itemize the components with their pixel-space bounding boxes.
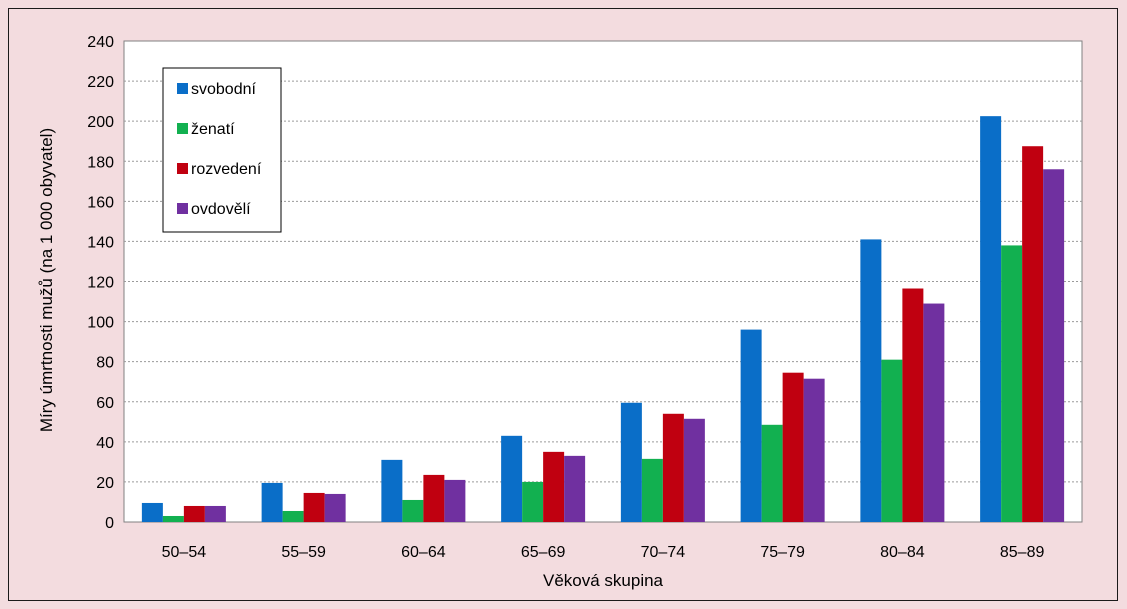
bar-rozvedení-85–89: [1022, 146, 1044, 522]
legend-swatch-ovdovělí: [177, 203, 188, 214]
x-tick-label: 60–64: [401, 544, 446, 561]
bar-rozvedení-70–74: [662, 413, 684, 522]
bar-svobodní-50–54: [141, 502, 163, 522]
bars: [141, 116, 1065, 523]
x-tick-label: 85–89: [1000, 544, 1045, 561]
y-tick-label: 120: [87, 275, 114, 292]
y-tick-label: 60: [96, 395, 114, 412]
bar-svobodní-65–69: [501, 435, 523, 522]
bar-ženatí-75–79: [761, 424, 783, 522]
y-tick-label: 100: [87, 315, 114, 332]
bar-rozvedení-60–64: [423, 474, 445, 522]
bar-ženatí-70–74: [641, 458, 663, 522]
bar-ženatí-65–69: [522, 481, 544, 522]
bar-ovdovělí-50–54: [204, 505, 226, 522]
x-tick-label: 80–84: [880, 544, 925, 561]
x-tick-label: 50–54: [162, 544, 207, 561]
bar-ovdovělí-60–64: [444, 479, 466, 522]
bar-ženatí-80–84: [881, 359, 903, 522]
bar-ovdovělí-65–69: [564, 455, 586, 522]
legend-label: svobodní: [191, 81, 256, 98]
legend: svobodní ženatí rozvedení ovdovělí: [162, 67, 282, 233]
legend-swatch-ženatí: [177, 123, 188, 134]
bar-svobodní-75–79: [740, 329, 762, 522]
x-tick-label: 65–69: [521, 544, 566, 561]
y-tick-label: 40: [96, 435, 114, 452]
x-tick-label: 75–79: [760, 544, 805, 561]
bar-rozvedení-80–84: [902, 288, 924, 522]
y-axis-title: Míry úmrtnosti mužů (na 1 000 obyvatel): [37, 128, 56, 432]
bar-ovdovělí-55–59: [324, 493, 346, 522]
y-tick-label: 200: [87, 114, 114, 131]
bar-svobodní-85–89: [980, 116, 1002, 522]
y-tick-label: 220: [87, 74, 114, 91]
x-axis-ticks: 50–54 55–59 60–64 65–69 70–74 75–79 80–84 85–89: [162, 544, 1045, 561]
y-tick-label: 140: [87, 234, 114, 251]
bar-svobodní-80–84: [860, 239, 882, 522]
y-tick-label: 160: [87, 194, 114, 211]
bar-rozvedení-55–59: [303, 492, 325, 522]
x-axis-title: Věková skupina: [543, 571, 664, 590]
bar-ženatí-85–89: [1001, 245, 1023, 523]
legend-label: rozvedení: [191, 161, 262, 178]
bar-svobodní-60–64: [381, 459, 403, 522]
bar-ovdovělí-75–79: [803, 378, 825, 522]
y-tick-label: 0: [105, 515, 114, 532]
y-tick-label: 20: [96, 475, 114, 492]
x-tick-label: 55–59: [281, 544, 326, 561]
y-tick-label: 180: [87, 154, 114, 171]
y-tick-label: 80: [96, 355, 114, 372]
legend-swatch-svobodní: [177, 83, 188, 94]
bar-ovdovělí-70–74: [683, 418, 705, 522]
bar-svobodní-70–74: [620, 402, 642, 522]
bar-rozvedení-65–69: [543, 451, 565, 522]
bar-rozvedení-75–79: [782, 372, 804, 522]
bar-svobodní-55–59: [261, 482, 283, 522]
legend-label: ženatí: [191, 121, 235, 138]
legend-label: ovdovělí: [191, 201, 251, 218]
x-tick-label: 70–74: [641, 544, 686, 561]
y-axis-ticks: 0 20 40 60 80 100 120 140 160 180 200 220 240: [87, 34, 114, 532]
bar-ovdovělí-80–84: [923, 303, 945, 522]
bar-rozvedení-50–54: [183, 505, 205, 522]
y-tick-label: 240: [87, 34, 114, 51]
legend-swatch-rozvedení: [177, 163, 188, 174]
bar-ženatí-60–64: [402, 499, 424, 522]
bar-ovdovělí-85–89: [1043, 169, 1065, 522]
bar-ženatí-50–54: [162, 515, 184, 522]
bar-ženatí-55–59: [282, 510, 304, 522]
